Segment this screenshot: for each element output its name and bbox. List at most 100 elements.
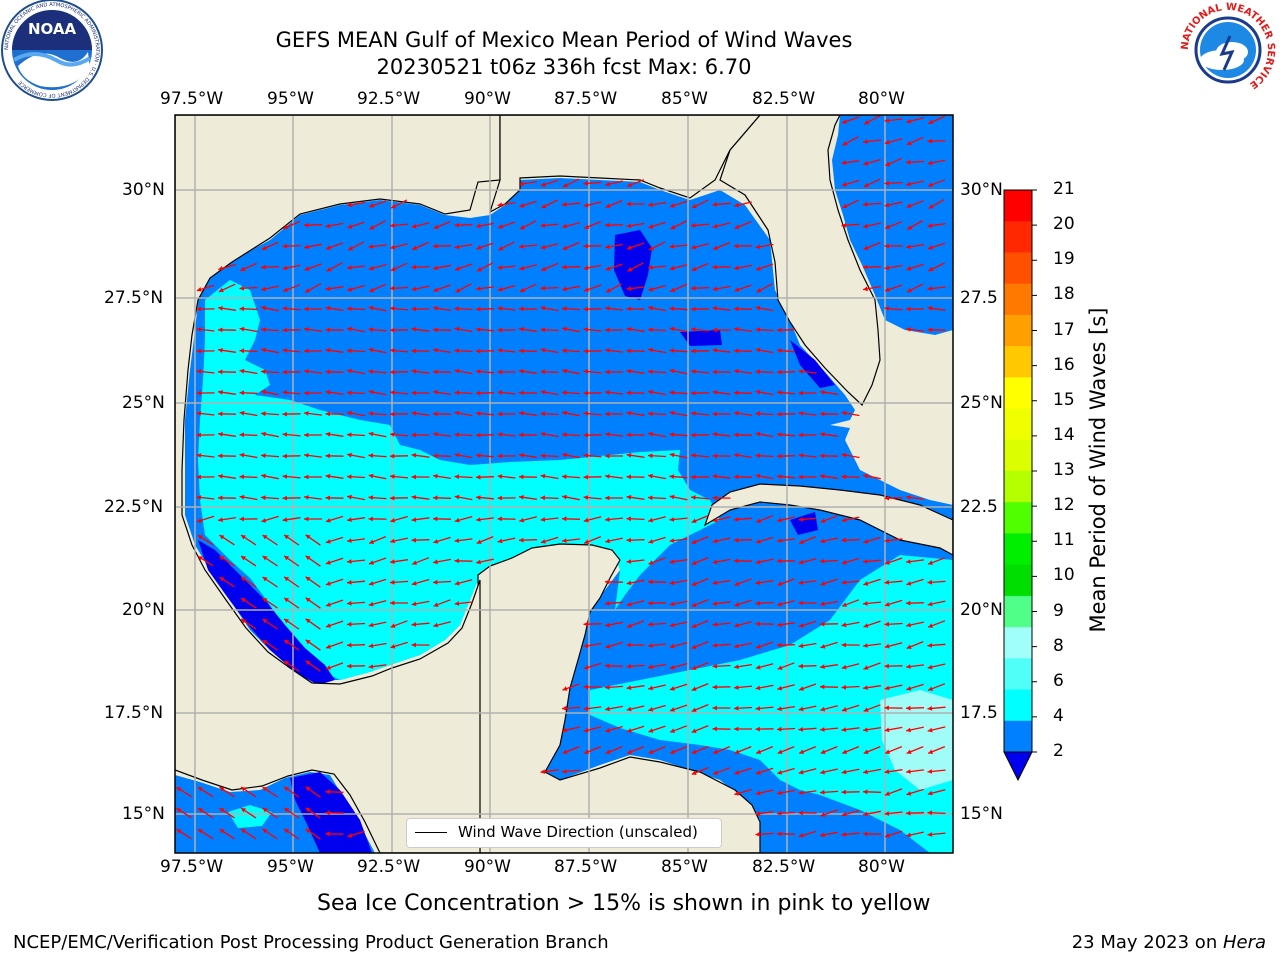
wave-direction-arrowhead bbox=[885, 224, 891, 229]
lat-label-left: 30°N bbox=[122, 180, 165, 200]
wave-direction-arrowhead bbox=[605, 181, 610, 187]
wave-direction-arrowhead bbox=[282, 327, 287, 333]
wave-direction-arrowhead bbox=[626, 601, 632, 607]
wave-direction-arrowhead bbox=[842, 119, 847, 124]
wave-direction-arrowhead bbox=[239, 326, 245, 332]
wave-direction-arrowhead bbox=[241, 598, 246, 603]
colorbar-segment bbox=[1004, 314, 1032, 347]
wave-direction-arrowhead bbox=[906, 559, 911, 564]
wave-direction-arrowhead bbox=[347, 833, 353, 838]
wave-direction-arrowhead bbox=[197, 829, 203, 834]
wave-direction-arrowhead bbox=[347, 306, 352, 312]
wave-direction-arrowhead bbox=[411, 390, 416, 396]
wave-direction-arrowhead bbox=[583, 432, 588, 438]
wave-direction-arrowhead bbox=[261, 411, 266, 417]
wave-direction-arrowhead bbox=[626, 685, 632, 691]
wave-direction-arrowhead bbox=[433, 369, 438, 375]
wave-direction-arrowhead bbox=[670, 224, 676, 230]
wave-direction-arrowhead bbox=[841, 664, 847, 670]
wave-direction-arrowhead bbox=[605, 327, 610, 333]
wave-direction-arrowhead bbox=[755, 831, 761, 837]
wave-direction-arrowhead bbox=[691, 244, 697, 250]
colorbar-segment bbox=[1004, 471, 1032, 503]
wave-direction-arrowhead bbox=[391, 204, 396, 209]
wave-direction-arrowhead bbox=[777, 538, 782, 543]
wave-direction-arrowhead bbox=[197, 535, 203, 540]
wave-direction-arrowhead bbox=[347, 224, 353, 229]
wave-direction-arrowhead bbox=[411, 286, 417, 292]
wave-direction-arrowhead bbox=[820, 812, 826, 817]
wave-direction-arrowhead bbox=[713, 770, 718, 775]
wave-direction-arrowhead bbox=[864, 120, 870, 125]
wave-direction-arrowhead bbox=[454, 517, 460, 523]
lat-label-left: 25°N bbox=[122, 393, 165, 413]
wave-direction-arrowhead bbox=[755, 539, 761, 544]
wave-direction-arrowhead bbox=[519, 453, 524, 458]
wave-direction-arrowhead bbox=[325, 810, 330, 816]
wave-direction-arrowhead bbox=[583, 265, 589, 271]
wave-direction-arrowhead bbox=[863, 749, 869, 754]
wave-direction-arrowhead bbox=[798, 559, 804, 565]
wave-direction-arrowhead bbox=[218, 390, 223, 395]
wave-direction-arrowhead bbox=[325, 389, 331, 395]
wave-direction-arrowhead bbox=[390, 306, 395, 311]
wave-direction-arrowhead bbox=[626, 368, 632, 374]
wave-direction-arrowhead bbox=[884, 663, 889, 669]
wave-direction-arrowhead bbox=[347, 642, 352, 648]
wave-direction-arrowhead bbox=[369, 203, 374, 208]
wave-direction-arrowhead bbox=[218, 287, 224, 293]
wave-direction-arrowhead bbox=[219, 535, 225, 540]
wave-direction-arrowhead bbox=[605, 474, 610, 479]
wave-direction-arrowhead bbox=[884, 243, 889, 249]
wave-direction-arrowhead bbox=[734, 348, 739, 354]
region-period-4-6-pacific bbox=[228, 805, 272, 828]
wave-direction-arrowhead bbox=[519, 495, 524, 500]
map-area bbox=[175, 115, 953, 853]
wave-direction-arrowhead bbox=[820, 538, 825, 544]
wave-direction-arrowhead bbox=[777, 453, 782, 459]
wave-direction-arrowhead bbox=[261, 245, 267, 251]
wave-direction-arrowhead bbox=[196, 306, 201, 312]
lat-label-left: 22.5°N bbox=[104, 497, 164, 517]
wave-direction-arrowhead bbox=[583, 727, 589, 733]
wave-direction-arrowhead bbox=[325, 347, 331, 353]
wave-direction-arrowhead bbox=[841, 684, 846, 690]
wave-direction-arrowhead bbox=[262, 598, 268, 603]
wave-direction-arrowhead bbox=[347, 432, 352, 438]
wave-direction-arrowhead bbox=[928, 182, 933, 187]
wave-direction-arrowhead bbox=[583, 390, 588, 396]
colorbar-segment bbox=[1004, 564, 1032, 597]
wave-direction-arrowhead bbox=[734, 791, 740, 796]
wave-direction-arrowhead bbox=[196, 432, 201, 438]
wave-direction-arrowhead bbox=[219, 787, 225, 792]
wave-direction-arrowhead bbox=[433, 539, 439, 544]
wave-direction-arrowhead bbox=[454, 538, 460, 543]
wave-direction-arrowhead bbox=[304, 516, 309, 522]
wave-direction-arrowhead bbox=[906, 705, 911, 711]
wave-direction-arrowhead bbox=[540, 285, 545, 291]
wave-direction-arrowhead bbox=[777, 474, 782, 479]
wave-direction-arrowhead bbox=[798, 643, 804, 649]
wave-direction-arrowhead bbox=[454, 222, 459, 228]
wave-direction-arrowhead bbox=[347, 348, 352, 354]
wave-direction-arrowhead bbox=[777, 665, 783, 670]
wave-direction-arrowhead bbox=[583, 706, 589, 711]
wave-direction-arrowhead bbox=[262, 535, 268, 540]
wave-direction-arrowhead bbox=[669, 452, 675, 458]
wave-direction-arrowhead bbox=[927, 706, 933, 711]
wave-direction-arrowhead bbox=[627, 749, 633, 754]
lon-label-top: 97.5°W bbox=[160, 89, 224, 109]
wave-direction-arrowhead bbox=[218, 517, 223, 523]
wave-direction-arrowhead bbox=[433, 389, 438, 395]
wave-direction-arrowhead bbox=[927, 305, 933, 311]
wave-direction-arrowhead bbox=[196, 287, 202, 292]
wave-direction-arrowhead bbox=[476, 495, 481, 500]
wave-direction-arrowhead bbox=[454, 601, 460, 606]
colorbar-tick-label: 20 bbox=[1053, 214, 1075, 235]
wave-direction-arrowhead bbox=[798, 369, 804, 374]
wave-direction-arrowhead bbox=[798, 663, 803, 669]
wave-direction-arrowhead bbox=[583, 181, 589, 186]
noaa-logo: NOAA NATIONAL OCEANIC AND ATMOSPHERIC AD… bbox=[1, 0, 103, 101]
wave-direction-arrowhead bbox=[411, 622, 417, 627]
wave-direction-arrowhead bbox=[669, 559, 675, 565]
